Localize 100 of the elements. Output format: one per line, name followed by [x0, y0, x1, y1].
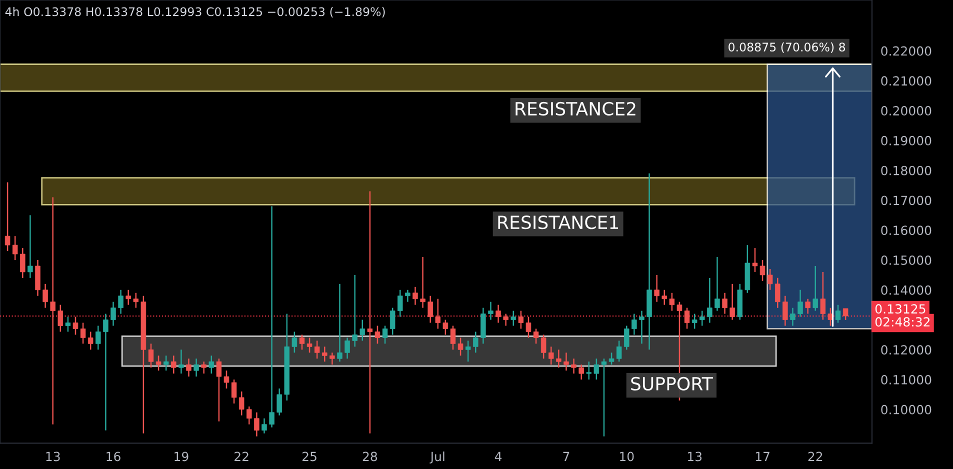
candlestick — [35, 259, 40, 296]
candlestick — [360, 319, 366, 342]
candlestick — [133, 292, 139, 308]
candlestick — [299, 334, 305, 350]
candlestick — [238, 390, 244, 416]
candlestick — [186, 358, 192, 378]
candlestick — [798, 289, 803, 318]
candlestick — [148, 343, 154, 368]
candlestick — [842, 308, 848, 321]
candlestick — [322, 346, 328, 362]
candlestick — [608, 352, 614, 366]
candlestick — [594, 358, 600, 380]
candlestick — [178, 349, 184, 374]
candlestick — [662, 289, 668, 306]
candlestick — [767, 268, 773, 291]
candlestick — [540, 334, 546, 360]
candlestick — [428, 295, 433, 324]
candlestick — [571, 358, 576, 374]
candlestick — [216, 358, 222, 422]
candlestick — [496, 304, 501, 324]
candlestick — [12, 235, 18, 261]
x-tick-label: 17 — [756, 452, 770, 462]
candlestick — [337, 283, 342, 362]
candlestick — [578, 364, 584, 380]
candlestick — [526, 316, 532, 338]
candlestick — [126, 289, 131, 306]
y-tick-label: 0.16000 — [881, 226, 932, 236]
candlestick — [65, 316, 71, 332]
candlestick — [201, 360, 206, 374]
candlestick — [752, 247, 758, 273]
candlestick — [442, 319, 448, 336]
candlestick — [669, 292, 675, 312]
candlestick — [790, 307, 796, 326]
band-label: RESISTANCE1 — [498, 215, 618, 230]
candlestick — [510, 310, 516, 326]
candlestick — [556, 349, 562, 368]
x-tick-label: 22 — [808, 452, 822, 462]
y-tick-label: 0.14000 — [881, 285, 932, 295]
candlestick — [352, 274, 358, 348]
band-label: RESISTANCE2 — [516, 102, 636, 116]
candlestick — [262, 418, 267, 434]
candlestick — [564, 352, 569, 372]
candlestick — [344, 337, 350, 360]
candlestick — [405, 289, 410, 302]
candlestick — [118, 289, 124, 314]
candlestick — [473, 331, 478, 354]
y-tick-label: 0.12000 — [881, 345, 932, 355]
candlestick — [586, 360, 592, 380]
candlestick — [412, 286, 418, 306]
candlestick — [632, 313, 637, 336]
y-tick-label: 0.20000 — [881, 106, 932, 116]
candlestick — [730, 283, 735, 320]
ref-line-label: 0.13125 — [875, 304, 926, 314]
candlestick — [616, 340, 622, 362]
candlestick — [246, 406, 252, 425]
candlestick — [639, 310, 644, 344]
candlestick — [835, 304, 841, 324]
candlestick — [50, 196, 56, 425]
x-tick-label: 28 — [362, 452, 378, 462]
x-tick-label: Jul — [430, 452, 444, 464]
candlestick — [4, 182, 10, 252]
x-tick-label: 10 — [620, 452, 634, 462]
y-tick-label: 0.15000 — [881, 255, 932, 265]
candlestick — [465, 340, 471, 362]
candlestick — [420, 256, 426, 308]
candlestick — [624, 325, 630, 350]
candlestick — [194, 358, 199, 378]
candlestick — [224, 370, 230, 390]
x-tick-label: 7 — [563, 452, 570, 462]
candlestick — [700, 310, 705, 326]
candlestick — [398, 289, 403, 318]
candlestick — [367, 190, 373, 434]
candlestick — [654, 274, 660, 302]
candlestick — [382, 325, 388, 344]
candlestick — [269, 206, 274, 428]
candlestick — [812, 265, 818, 312]
text: 4h O0.13378 H0.13378 L0.12993 C0.13125 −0.00253 (−1.89%) — [5, 7, 385, 18]
candlestick — [782, 295, 788, 326]
candlestick — [458, 337, 464, 356]
candlestick — [435, 298, 441, 330]
candlestick — [684, 307, 690, 330]
candlestick — [450, 325, 456, 350]
candlestick — [820, 271, 826, 320]
candlestick — [374, 325, 380, 344]
y-tick-label: 0.17000 — [881, 196, 932, 206]
candlestick — [518, 310, 524, 330]
candlestick — [96, 325, 101, 350]
text: 02:48:32 — [875, 317, 930, 327]
candlestick — [330, 352, 335, 366]
y-tick-label: 0.19000 — [881, 136, 932, 146]
candlestick — [390, 307, 396, 336]
candlestick — [20, 247, 26, 279]
candlestick — [503, 313, 508, 326]
x-tick-label: 4 — [494, 452, 502, 462]
x-tick-label: 22 — [234, 452, 248, 462]
candlestick — [488, 301, 494, 320]
candlestick — [548, 346, 554, 366]
y-tick-label: 0.11000 — [881, 375, 932, 384]
candlestick — [28, 214, 33, 279]
candlestick — [163, 355, 169, 372]
